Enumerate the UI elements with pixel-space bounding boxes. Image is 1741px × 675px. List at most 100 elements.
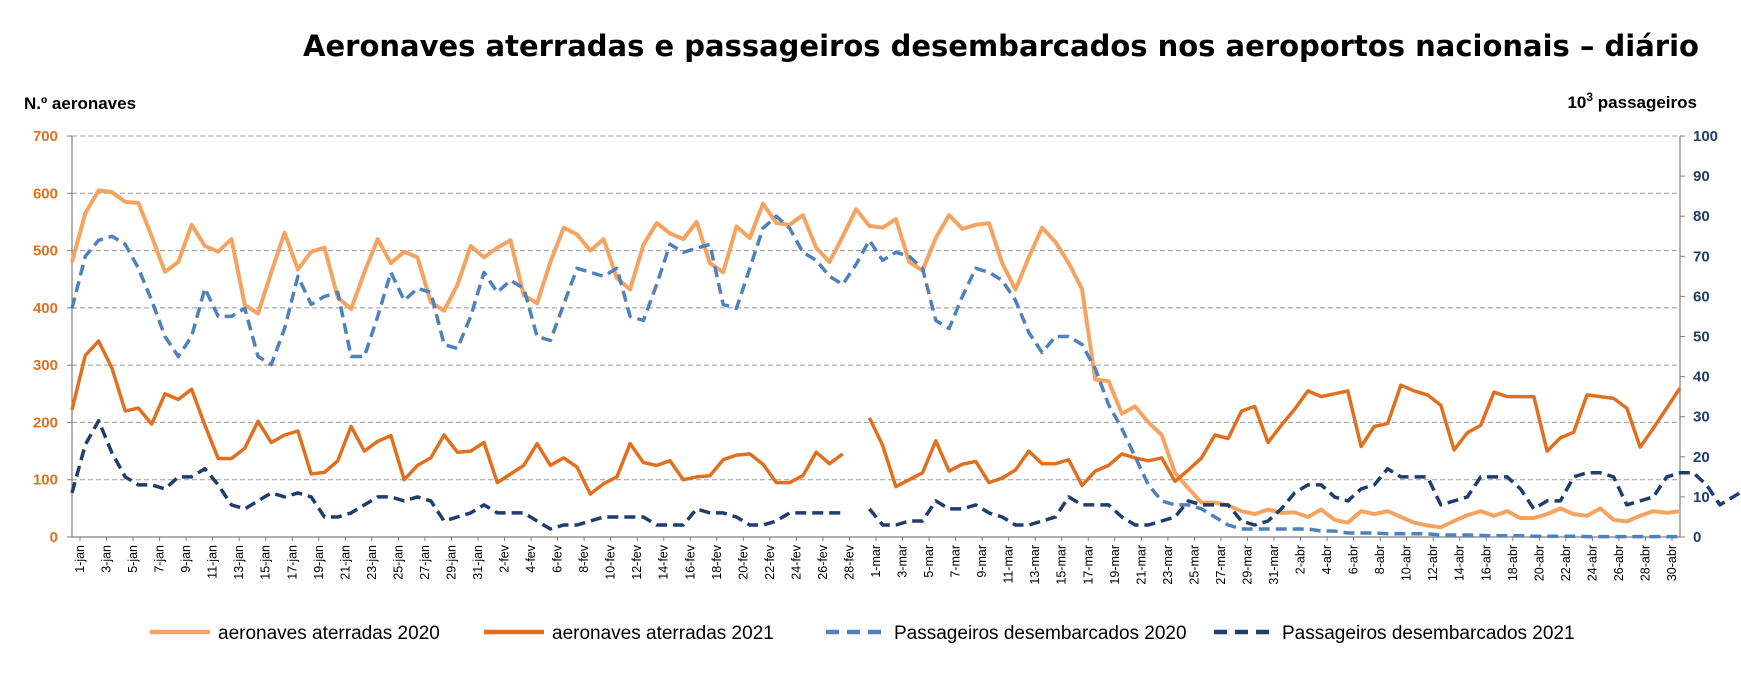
y-axis-left-title: N.º aeronaves <box>24 94 136 113</box>
x-tick-label: 28-fev <box>842 544 856 579</box>
x-tick-label: 21-mar <box>1134 545 1148 585</box>
y-right-tick-label: 60 <box>1693 288 1710 305</box>
x-tick-label: 11-jan <box>206 545 220 579</box>
gridlines <box>72 135 1680 481</box>
axes <box>67 135 1685 541</box>
y-axis-right-title-exponent: 3 <box>1586 90 1593 104</box>
y-right-tick-label: 70 <box>1693 248 1710 265</box>
legend-label: aeronaves aterradas 2020 <box>218 623 440 644</box>
x-tick-label: 6-fev <box>551 544 565 573</box>
x-tick-label: 15-mar <box>1055 545 1069 585</box>
x-tick-label: 4-abr <box>1320 545 1334 574</box>
y-left-tick-label: 700 <box>33 128 58 145</box>
series-line-1 <box>70 188 1681 530</box>
x-tick-label: 31-mar <box>1267 545 1281 585</box>
x-tick-label: 10-fev <box>604 544 618 579</box>
x-tick-label: 1-mar <box>869 545 883 578</box>
legend-label: Passageiros desembarcados 2020 <box>894 623 1187 644</box>
x-tick-label: 1-jan <box>73 545 87 573</box>
x-axis-ticks: 1-jan 3-jan 5-jan 7-jan 9-jan 11-jan 13-jan 15-… <box>73 544 1679 584</box>
x-tick-label: 12-fev <box>630 544 644 579</box>
x-tick-label: 10-abr <box>1400 545 1414 581</box>
x-tick-label: 29-mar <box>1240 545 1254 585</box>
x-tick-label: 31-jan <box>471 545 485 580</box>
y-left-tick-label: 600 <box>33 185 58 202</box>
x-tick-label: 13-jan <box>232 545 246 580</box>
x-tick-label: 25-jan <box>391 545 405 580</box>
x-tick-label: 19-mar <box>1108 545 1122 585</box>
legend-label: Passageiros desembarcados 2021 <box>1282 623 1575 644</box>
x-tick-label: 6-abr <box>1347 545 1361 574</box>
x-tick-label: 27-jan <box>418 545 432 580</box>
y-axis-right-ticks: 0 10 20 30 40 50 60 70 80 90 100 <box>1693 128 1718 546</box>
y-axis-right-title-base: 10 <box>1567 93 1586 112</box>
x-tick-label: 16-fev <box>683 544 697 579</box>
y-right-tick-label: 50 <box>1693 329 1710 346</box>
y-right-tick-label: 0 <box>1693 529 1701 546</box>
x-tick-label: 21-jan <box>338 545 352 580</box>
x-tick-label: 8-fev <box>577 544 591 573</box>
x-tick-label: 17-jan <box>285 545 299 580</box>
x-tick-label: 26-abr <box>1612 545 1626 581</box>
legend: aeronaves aterradas 2020 aeronaves aterra… <box>150 623 1575 644</box>
y-left-tick-label: 200 <box>33 414 58 431</box>
x-tick-label: 2-abr <box>1294 545 1308 574</box>
x-tick-label: 22-fev <box>763 544 777 579</box>
y-right-tick-label: 90 <box>1693 168 1710 185</box>
x-tick-label: 8-abr <box>1373 545 1387 574</box>
x-tick-label: 18-fev <box>710 544 724 579</box>
x-tick-label: 26-fev <box>816 544 830 579</box>
y-left-tick-label: 500 <box>33 243 58 260</box>
x-tick-label: 30-abr <box>1665 545 1679 581</box>
x-tick-label: 15-jan <box>259 545 273 580</box>
y-left-tick-label: 0 <box>50 529 58 546</box>
x-tick-label: 28-abr <box>1638 545 1652 581</box>
y-right-tick-label: 80 <box>1693 208 1710 225</box>
x-tick-label: 9-mar <box>975 545 989 578</box>
x-tick-label: 14-abr <box>1453 545 1467 581</box>
y-axis-right-title: 103 passageiros <box>1567 90 1697 112</box>
series-line-3 <box>70 214 1680 539</box>
y-right-tick-label: 30 <box>1693 409 1710 426</box>
x-tick-label: 2-fev <box>498 544 512 573</box>
x-tick-label: 17-mar <box>1081 545 1095 585</box>
y-axis-left-ticks: 0 100 200 300 400 500 600 700 <box>33 128 58 546</box>
x-tick-label: 23-mar <box>1161 545 1175 585</box>
x-tick-label: 5-jan <box>126 545 140 573</box>
x-tick-label: 3-jan <box>100 545 114 573</box>
x-tick-label: 16-abr <box>1479 545 1493 581</box>
x-tick-label: 20-abr <box>1532 545 1546 581</box>
series-lines <box>70 188 1741 539</box>
x-tick-label: 7-jan <box>153 545 167 573</box>
y-right-tick-label: 20 <box>1693 449 1710 466</box>
x-tick-label: 7-mar <box>949 545 963 578</box>
x-tick-label: 24-fev <box>789 544 803 579</box>
x-tick-label: 19-jan <box>312 545 326 580</box>
x-tick-label: 25-mar <box>1187 545 1201 585</box>
x-tick-label: 9-jan <box>179 545 193 573</box>
y-left-tick-label: 400 <box>33 300 58 317</box>
series-line-2 <box>70 339 1682 496</box>
x-tick-label: 5-mar <box>922 545 936 578</box>
x-tick-label: 3-mar <box>896 545 910 578</box>
y-axis-right-title-unit: passageiros <box>1593 93 1697 112</box>
legend-label: aeronaves aterradas 2021 <box>552 623 774 644</box>
x-tick-label: 18-abr <box>1506 545 1520 581</box>
y-left-tick-label: 300 <box>33 357 58 374</box>
x-tick-label: 29-jan <box>444 545 458 580</box>
series-line-4 <box>70 418 1741 531</box>
x-tick-label: 4-fev <box>524 544 538 573</box>
x-tick-label: 23-jan <box>365 545 379 580</box>
x-tick-label: 14-fev <box>657 544 671 579</box>
y-right-tick-label: 40 <box>1693 369 1710 386</box>
y-right-tick-label: 100 <box>1693 128 1718 145</box>
x-tick-label: 27-mar <box>1214 545 1228 585</box>
y-right-tick-label: 10 <box>1693 489 1710 506</box>
x-tick-label: 20-fev <box>736 544 750 579</box>
x-tick-label: 24-abr <box>1585 545 1599 581</box>
x-tick-label: 22-abr <box>1559 545 1573 581</box>
chart-title: Aeronaves aterradas e passageiros desemb… <box>303 29 1699 63</box>
x-tick-label: 12-abr <box>1426 545 1440 581</box>
y-left-tick-label: 100 <box>33 472 58 489</box>
